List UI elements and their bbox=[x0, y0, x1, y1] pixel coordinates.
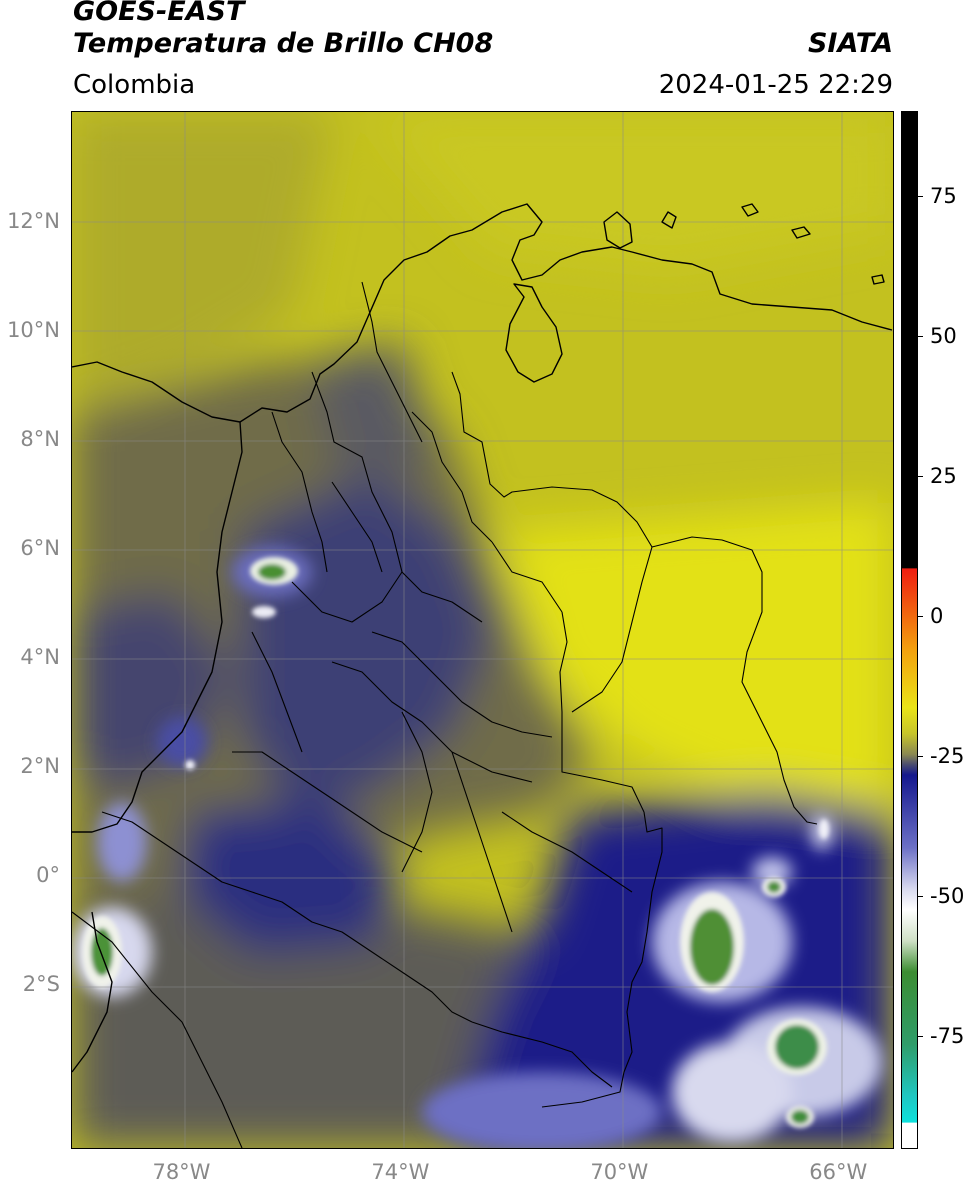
lat-tick-label: 8°N bbox=[20, 427, 60, 452]
colorbar-tick-mark bbox=[917, 756, 923, 757]
lat-tick-label: 0° bbox=[36, 863, 60, 888]
datetime-label: 2024-01-25 22:29 bbox=[658, 70, 893, 100]
satellite-map bbox=[71, 111, 894, 1149]
colorbar-tick-mark bbox=[917, 336, 923, 337]
region-label: Colombia bbox=[73, 70, 196, 100]
satellite-title: GOES-EAST bbox=[73, 0, 245, 27]
colorbar-tick-label: -25 bbox=[930, 744, 965, 768]
lat-tick-label: 10°N bbox=[7, 318, 60, 343]
lon-tick-label: 70°W bbox=[590, 1160, 649, 1184]
colorbar-tick-mark bbox=[917, 196, 923, 197]
colorbar-tick-label: 50 bbox=[930, 324, 957, 348]
coastlines bbox=[72, 203, 893, 1073]
colorbar-tick-mark bbox=[917, 616, 923, 617]
colorbar-tick-label: -75 bbox=[930, 1024, 965, 1048]
lat-tick-label: 6°N bbox=[20, 536, 60, 561]
colorbar-tick-label: -50 bbox=[930, 884, 965, 908]
temperature-colorbar bbox=[901, 111, 918, 1149]
product-title: Temperatura de Brillo CH08 bbox=[73, 28, 494, 59]
agency-label: SIATA bbox=[807, 28, 893, 59]
colorbar-tick-mark bbox=[917, 896, 923, 897]
colorbar-tick-label: 75 bbox=[930, 184, 957, 208]
colorbar-tick-label: 25 bbox=[930, 464, 957, 488]
colorbar-tick-mark bbox=[917, 1036, 923, 1037]
lon-tick-label: 78°W bbox=[152, 1160, 211, 1184]
lat-tick-label: 12°N bbox=[7, 209, 60, 234]
lon-tick-label: 66°W bbox=[809, 1160, 868, 1184]
colorbar-tick-label: 0 bbox=[930, 604, 944, 628]
colorbar-tick-mark bbox=[917, 476, 923, 477]
lon-tick-label: 74°W bbox=[371, 1160, 430, 1184]
borders bbox=[72, 281, 818, 1148]
lat-tick-label: 2°S bbox=[22, 972, 60, 997]
lat-tick-label: 2°N bbox=[20, 754, 60, 779]
lat-tick-label: 4°N bbox=[20, 645, 60, 670]
gridlines bbox=[72, 112, 893, 1148]
